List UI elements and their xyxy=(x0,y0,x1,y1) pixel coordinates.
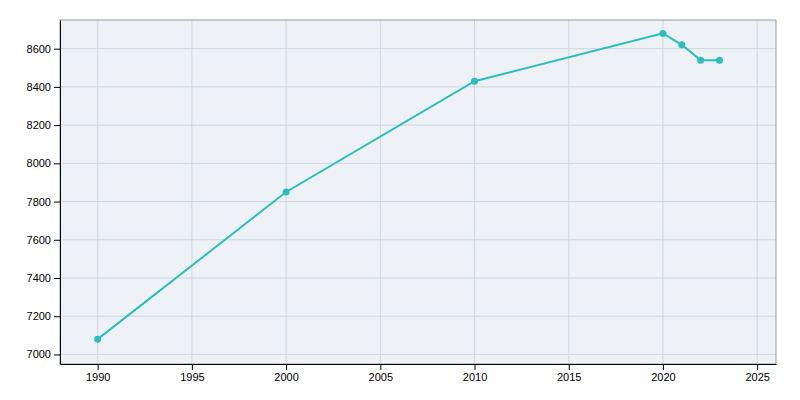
tick: 2020 xyxy=(651,364,675,383)
point xyxy=(659,30,666,37)
series xyxy=(94,30,723,343)
point xyxy=(94,336,101,343)
tick: 2015 xyxy=(557,364,581,383)
tick: 7600 xyxy=(27,234,60,246)
grid-line-x xyxy=(191,20,192,364)
tick-mark xyxy=(569,364,570,370)
point xyxy=(283,189,290,196)
tick-mark xyxy=(380,364,381,370)
tick-label: 8000 xyxy=(27,157,51,169)
grid-line-x xyxy=(380,20,381,364)
plot: 1990 1995 2000 2005 2010 2015 2020 2025 7000 7200… xyxy=(27,20,777,383)
tick-label: 7600 xyxy=(27,234,51,246)
tick: 8000 xyxy=(27,157,60,169)
x-axis: 1990 1995 2000 2005 2010 2015 2020 2025 xyxy=(61,364,777,383)
grid xyxy=(60,20,776,364)
grid-line-y xyxy=(60,316,776,317)
tick-label: 7800 xyxy=(27,196,51,208)
chart: 1990 1995 2000 2005 2010 2015 2020 2025 7000 7200… xyxy=(0,0,800,400)
grid-line-y xyxy=(60,163,776,164)
tick-mark xyxy=(663,364,664,370)
tick: 7200 xyxy=(27,310,60,322)
tick: 7000 xyxy=(27,348,60,360)
tick-mark xyxy=(54,163,60,164)
tick-label: 8600 xyxy=(27,43,51,55)
tick-mark xyxy=(475,364,476,370)
plot-frame xyxy=(60,20,776,364)
tick-mark xyxy=(757,364,758,370)
tick-mark xyxy=(54,125,60,126)
line xyxy=(98,33,720,339)
grid-line-x xyxy=(662,20,663,364)
grid-line-x xyxy=(474,20,475,364)
tick: 1995 xyxy=(180,364,204,383)
tick-mark xyxy=(54,49,60,50)
grid-line-x xyxy=(568,20,569,364)
grid-line-y xyxy=(60,354,776,355)
grid-line-y xyxy=(60,278,776,279)
tick-label: 2000 xyxy=(274,371,298,383)
tick-label: 7400 xyxy=(27,272,51,284)
tick: 8600 xyxy=(27,43,60,55)
axis-line xyxy=(61,364,777,365)
tick-mark xyxy=(54,316,60,317)
tick-label: 1995 xyxy=(180,371,204,383)
tick-label: 8400 xyxy=(27,81,51,93)
point xyxy=(471,78,478,85)
axis-line xyxy=(60,21,61,365)
tick: 2025 xyxy=(745,364,769,383)
grid-line-y xyxy=(60,86,776,87)
tick: 8400 xyxy=(27,81,60,93)
tick-mark xyxy=(54,240,60,241)
tick-mark xyxy=(54,278,60,279)
y-axis: 7000 7200 7400 7600 7800 8000 8200 8400 8600 xyxy=(27,21,61,365)
plot-background xyxy=(60,20,776,364)
grid-line-x xyxy=(97,20,98,364)
point xyxy=(678,41,685,48)
grid-line-y xyxy=(60,48,776,49)
grid-line-y xyxy=(60,239,776,240)
tick: 8200 xyxy=(27,119,60,131)
tick-label: 2010 xyxy=(463,371,487,383)
tick-mark xyxy=(54,202,60,203)
tick-mark xyxy=(98,364,99,370)
point xyxy=(697,57,704,64)
grid-line-y xyxy=(60,125,776,126)
tick: 2000 xyxy=(274,364,298,383)
tick: 7400 xyxy=(27,272,60,284)
tick-label: 2015 xyxy=(557,371,581,383)
tick-label: 2005 xyxy=(369,371,393,383)
tick-label: 1990 xyxy=(86,371,110,383)
tick: 1990 xyxy=(86,364,110,383)
tick-label: 2020 xyxy=(651,371,675,383)
tick-label: 8200 xyxy=(27,119,51,131)
tick-label: 7200 xyxy=(27,310,51,322)
tick: 7800 xyxy=(27,196,60,208)
tick: 2010 xyxy=(463,364,487,383)
tick-label: 2025 xyxy=(745,371,769,383)
tick-mark xyxy=(54,354,60,355)
grid-line-x xyxy=(757,20,758,364)
tick-mark xyxy=(286,364,287,370)
tick-label: 7000 xyxy=(27,348,51,360)
tick-mark xyxy=(192,364,193,370)
tick-mark xyxy=(54,87,60,88)
point xyxy=(716,57,723,64)
tick: 2005 xyxy=(369,364,393,383)
grid-line-y xyxy=(60,201,776,202)
